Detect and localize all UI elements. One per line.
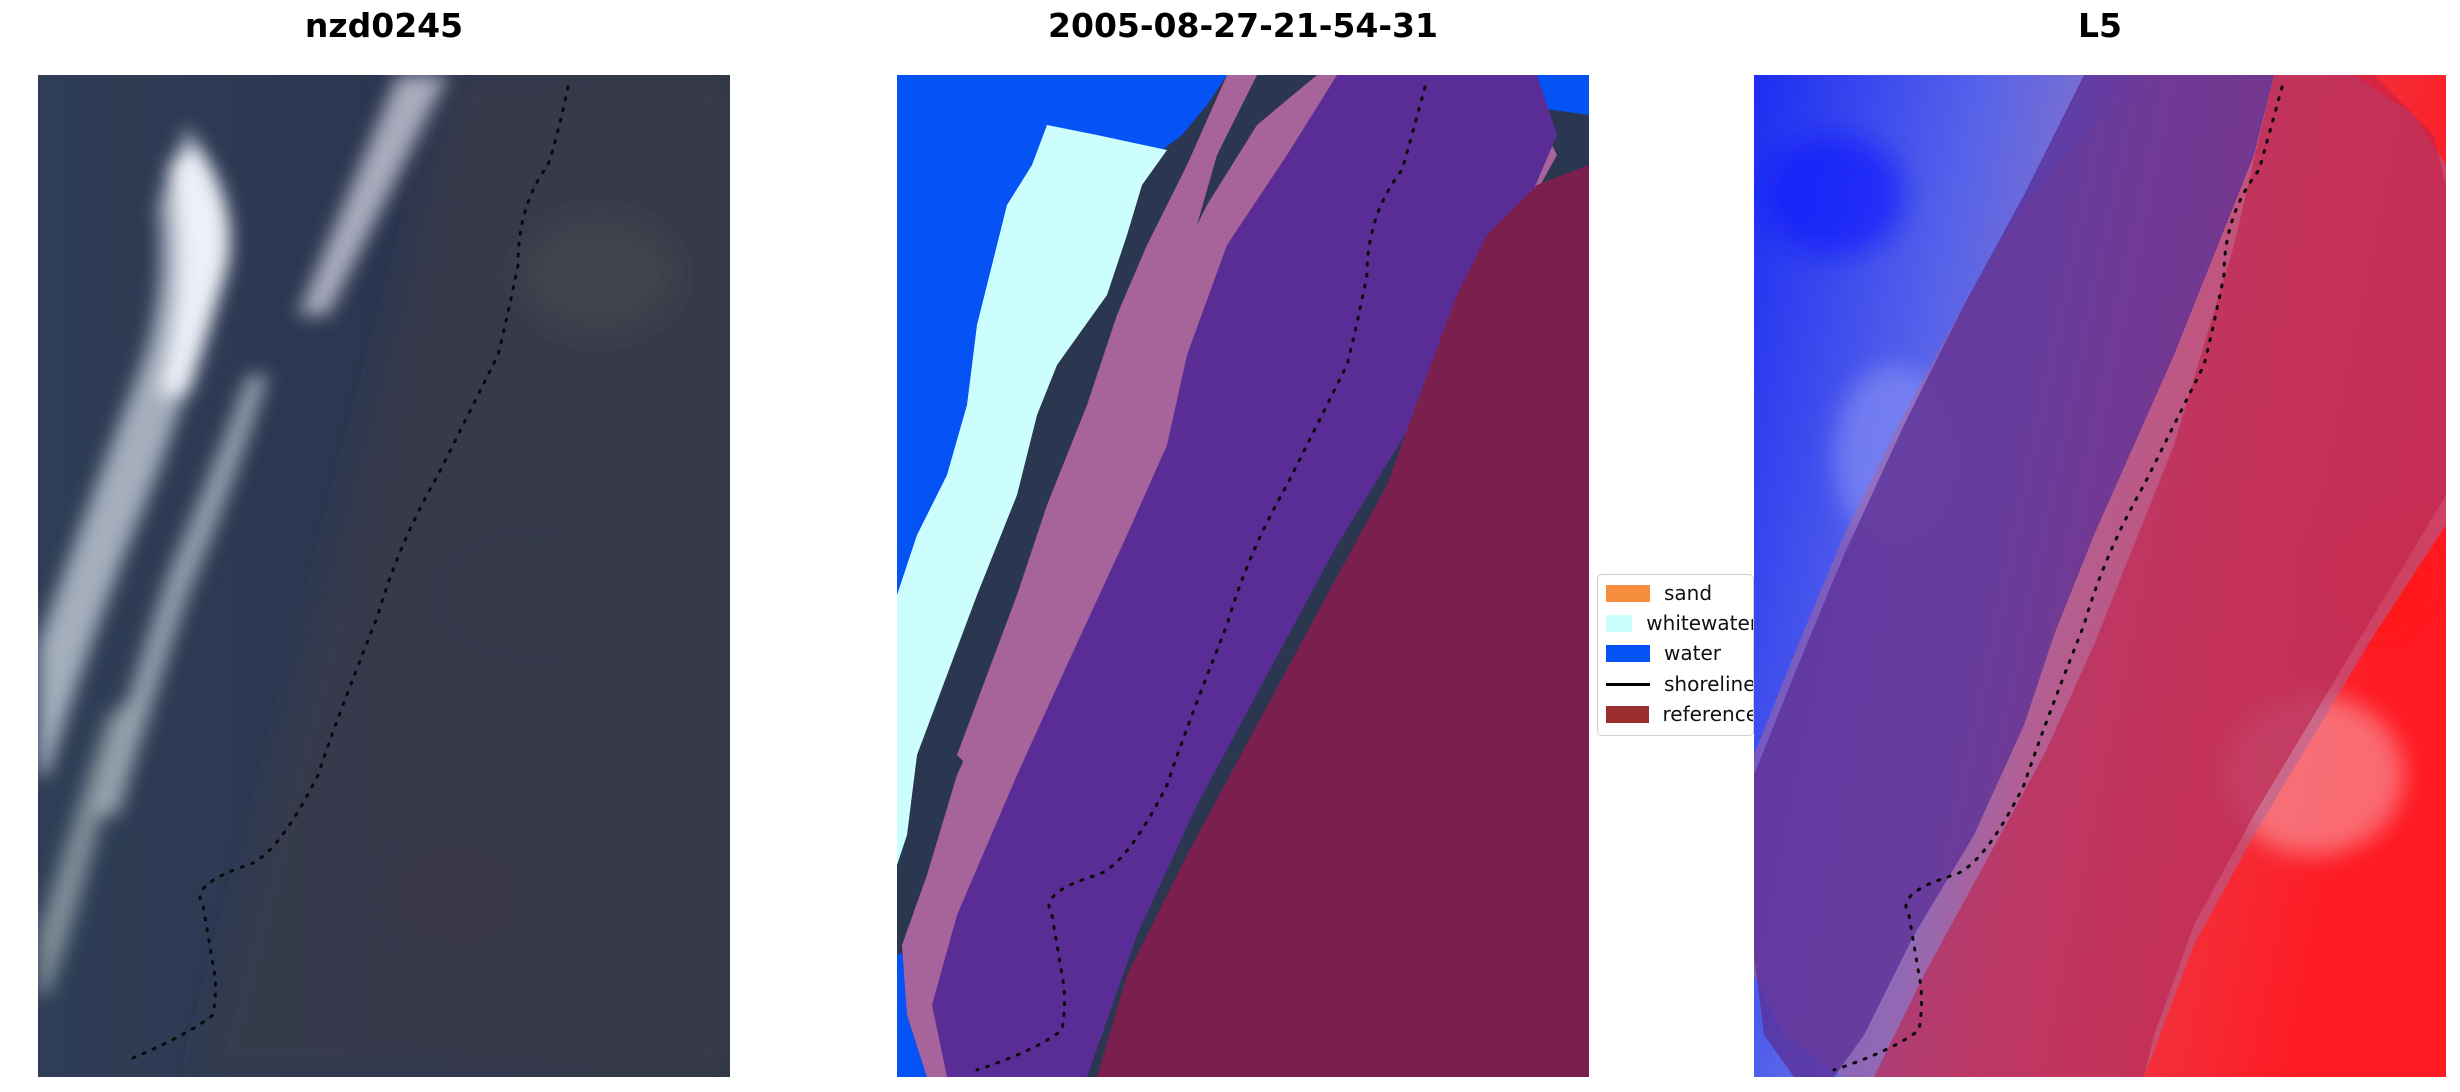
legend-item-whitewater: whitewater: [1598, 609, 1754, 637]
legend: sand whitewater water shoreline referenc…: [1597, 574, 1754, 736]
whitewater-band-outer: [38, 125, 220, 775]
legend-label-reference: reference: [1662, 702, 1754, 726]
water-region: [897, 75, 1227, 695]
legend-label-whitewater: whitewater: [1646, 611, 1754, 635]
water-swatch: [1606, 644, 1650, 662]
classifier-probability-panel: [1754, 75, 2446, 1077]
whitewater-streak-mid: [93, 375, 268, 815]
classification-panel: [897, 75, 1589, 1077]
middle-panel-title: 2005-08-27-21-54-31: [1048, 6, 1438, 45]
whitewater-streak-low: [38, 695, 138, 995]
whitewater-region: [897, 125, 1167, 865]
whitewater-streak-upper: [298, 75, 448, 315]
probability-buffer-magenta: [1874, 75, 2446, 1077]
sand-swatch: [1606, 584, 1650, 602]
shoreline-line-sample: [1606, 682, 1650, 686]
right-panel-title: L5: [2078, 6, 2122, 45]
whitewater-swatch: [1606, 614, 1633, 632]
shoreline-dotted: [975, 85, 1427, 1072]
reference-swatch: [1606, 705, 1649, 723]
legend-label-water: water: [1664, 641, 1721, 665]
reference-buffer: [1097, 165, 1589, 1077]
legend-item-reference: reference: [1598, 700, 1754, 728]
legend-item-water: water: [1598, 639, 1753, 667]
legend-item-sand: sand: [1598, 579, 1753, 607]
legend-label-sand: sand: [1664, 581, 1713, 605]
rgb-image-panel: [38, 75, 730, 1077]
shoreline-dotted: [1832, 85, 2284, 1072]
legend-label-shoreline: shoreline: [1664, 672, 1754, 696]
seaward-buffer-pink-strip: [957, 75, 1257, 775]
legend-item-shoreline: shoreline: [1598, 670, 1754, 698]
whitewater-band-inner: [158, 145, 230, 395]
shoreline-dotted: [126, 85, 570, 1062]
shoreline-buffer-purple: [932, 75, 1557, 1077]
left-panel-title: nzd0245: [304, 6, 464, 45]
probability-buffer-purple: [1754, 75, 2274, 1077]
